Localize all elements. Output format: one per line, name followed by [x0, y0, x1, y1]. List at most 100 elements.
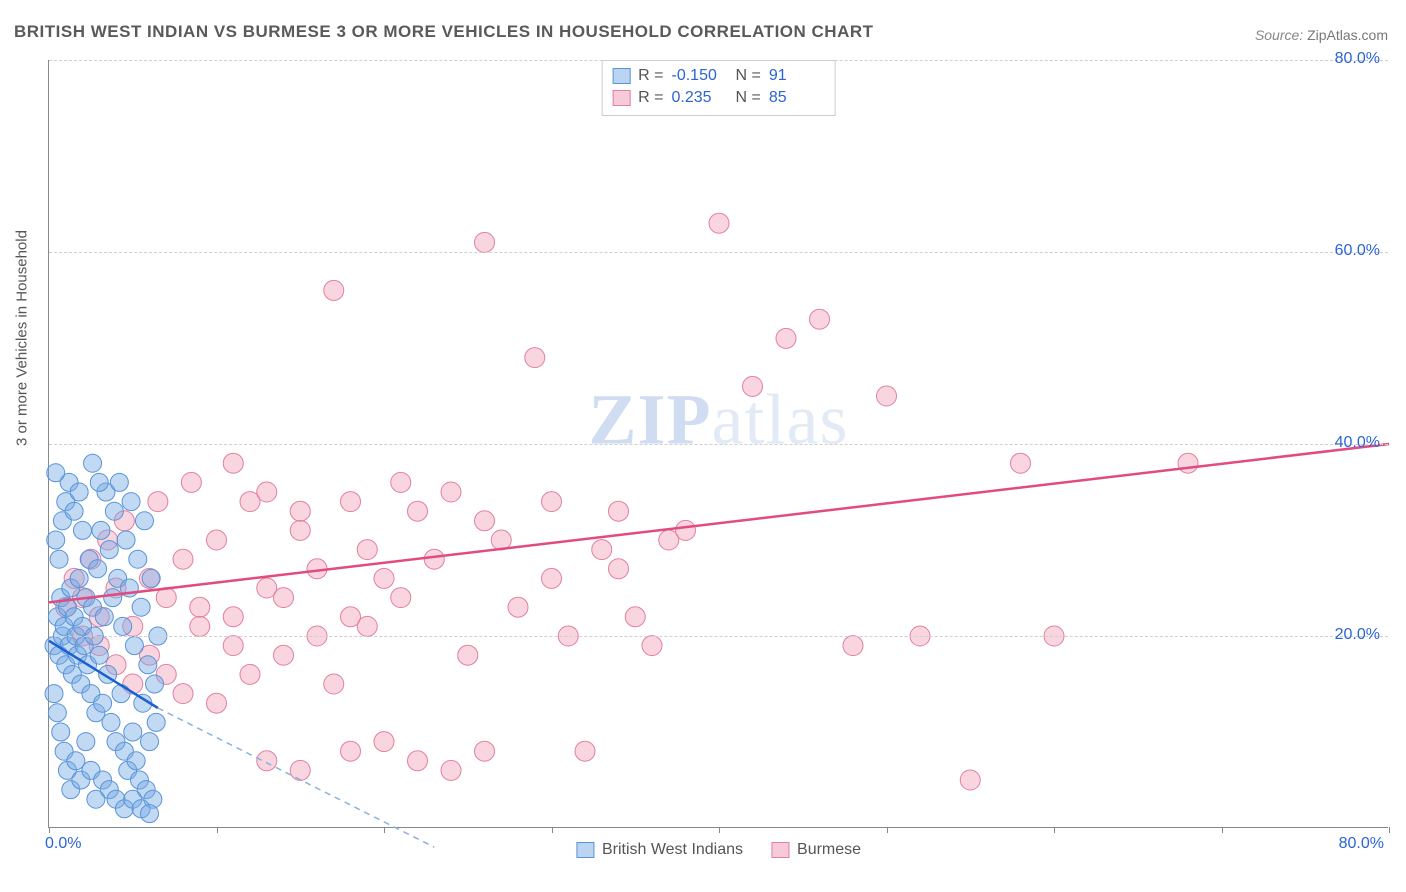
x-tick-mark [719, 827, 720, 833]
bwi-point [147, 713, 165, 731]
gridline [49, 444, 1388, 445]
bwi-point [70, 483, 88, 501]
burmese-point [810, 309, 830, 329]
bwi-point [105, 502, 123, 520]
burmese-point [475, 232, 495, 252]
burmese-point [525, 348, 545, 368]
bwi-point [100, 541, 118, 559]
x-tick-mark [552, 827, 553, 833]
bwi-point [77, 733, 95, 751]
burmese-point [274, 645, 294, 665]
x-tick-mark [1054, 827, 1055, 833]
gridline [49, 636, 1388, 637]
bwi-point [110, 473, 128, 491]
burmese-trendline [49, 444, 1389, 602]
legend-swatch [612, 68, 630, 84]
source-attribution: Source: ZipAtlas.com [1255, 27, 1388, 43]
legend-series-item: British West Indians [576, 841, 743, 859]
y-tick-label: 40.0% [1335, 434, 1380, 452]
burmese-point [676, 520, 696, 540]
x-tick-mark [887, 827, 888, 833]
bwi-point [135, 512, 153, 530]
bwi-point [139, 656, 157, 674]
bwi-point [52, 723, 70, 741]
burmese-point [424, 549, 444, 569]
bwi-point [122, 493, 140, 511]
burmese-point [341, 741, 361, 761]
burmese-point [441, 482, 461, 502]
burmese-point [190, 616, 210, 636]
legend-correlation-row: R =0.235N =85 [612, 87, 825, 109]
legend-swatch [771, 842, 789, 858]
burmese-point [324, 674, 344, 694]
burmese-point [223, 607, 243, 627]
burmese-point [181, 472, 201, 492]
legend-series-label: British West Indians [602, 841, 743, 859]
x-tick-mark [49, 827, 50, 833]
x-tick-mark [1222, 827, 1223, 833]
bwi-point [48, 704, 66, 722]
burmese-point [408, 751, 428, 771]
burmese-point [960, 770, 980, 790]
plot-area: ZIPatlas R =-0.150N =91R =0.235N =85 0.0… [48, 60, 1388, 828]
bwi-point [50, 550, 68, 568]
bwi-point [146, 675, 164, 693]
n-label: N = [736, 65, 761, 87]
n-value: 85 [769, 87, 825, 109]
burmese-point [374, 568, 394, 588]
x-axis-max-label: 80.0% [1339, 835, 1384, 853]
chart-title: BRITISH WEST INDIAN VS BURMESE 3 OR MORE… [14, 22, 874, 42]
burmese-point [290, 760, 310, 780]
burmese-point [877, 386, 897, 406]
legend-correlation-row: R =-0.150N =91 [612, 65, 825, 87]
burmese-point [542, 492, 562, 512]
burmese-point [592, 540, 612, 560]
bwi-point [142, 569, 160, 587]
bwi-point [95, 608, 113, 626]
bwi-point [124, 723, 142, 741]
burmese-point [709, 213, 729, 233]
chart-wrapper: BRITISH WEST INDIAN VS BURMESE 3 OR MORE… [0, 0, 1406, 892]
burmese-point [609, 501, 629, 521]
bwi-point [92, 521, 110, 539]
burmese-point [290, 520, 310, 540]
burmese-point [257, 751, 277, 771]
bwi-point [117, 531, 135, 549]
burmese-point [475, 741, 495, 761]
r-value: -0.150 [672, 65, 728, 87]
burmese-point [240, 664, 260, 684]
n-label: N = [736, 87, 761, 109]
x-tick-mark [217, 827, 218, 833]
burmese-point [190, 597, 210, 617]
bwi-point [90, 473, 108, 491]
burmese-point [508, 597, 528, 617]
x-tick-mark [1389, 827, 1390, 833]
burmese-point [391, 472, 411, 492]
n-value: 91 [769, 65, 825, 87]
burmese-point [776, 328, 796, 348]
burmese-point [1178, 453, 1198, 473]
bwi-point [141, 805, 159, 823]
burmese-point [642, 636, 662, 656]
burmese-point [1011, 453, 1031, 473]
y-axis-label: 3 or more Vehicles in Household [14, 230, 31, 446]
burmese-point [542, 568, 562, 588]
burmese-point [743, 376, 763, 396]
r-label: R = [638, 87, 663, 109]
legend-swatch [576, 842, 594, 858]
burmese-point [341, 492, 361, 512]
burmese-point [223, 636, 243, 656]
burmese-point [458, 645, 478, 665]
burmese-point [274, 588, 294, 608]
bwi-point [112, 685, 130, 703]
burmese-point [441, 760, 461, 780]
burmese-point [324, 280, 344, 300]
bwi-point [104, 589, 122, 607]
burmese-point [357, 540, 377, 560]
bwi-point [141, 733, 159, 751]
burmese-point [843, 636, 863, 656]
y-tick-label: 20.0% [1335, 626, 1380, 644]
burmese-point [575, 741, 595, 761]
bwi-point [45, 685, 63, 703]
burmese-point [408, 501, 428, 521]
